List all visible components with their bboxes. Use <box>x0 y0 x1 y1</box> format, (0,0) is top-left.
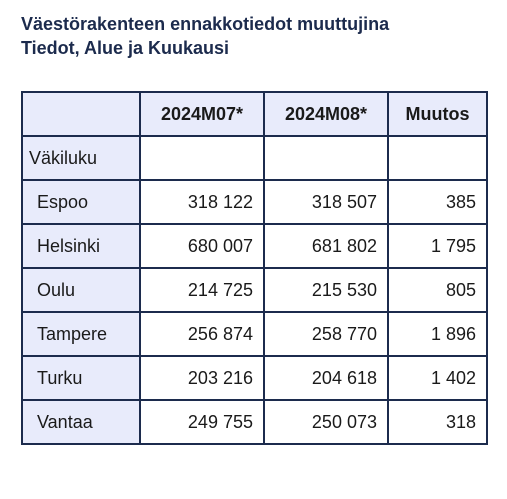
header-2024m07: 2024M07* <box>139 91 265 137</box>
cell-2024m07: 318 122 <box>139 179 265 225</box>
cell-muutos: 805 <box>387 267 488 313</box>
table-row: Turku 203 216 204 618 1 402 <box>21 355 488 401</box>
row-label: Espoo <box>21 179 141 225</box>
title-line-1: Väestörakenteen ennakkotiedot muuttujina <box>21 14 390 34</box>
cell-2024m08: 681 802 <box>263 223 389 269</box>
cell-muutos: 1 896 <box>387 311 488 357</box>
cell-muutos: 385 <box>387 179 488 225</box>
cell-muutos: 318 <box>387 399 488 445</box>
cell-2024m08: 215 530 <box>263 267 389 313</box>
empty-cell <box>263 135 389 181</box>
row-label: Turku <box>21 355 141 401</box>
table-row: Helsinki 680 007 681 802 1 795 <box>21 223 488 269</box>
group-label-vakiluku: Väkiluku <box>21 135 141 181</box>
cell-2024m07: 256 874 <box>139 311 265 357</box>
row-label: Vantaa <box>21 399 141 445</box>
cell-muutos: 1 402 <box>387 355 488 401</box>
header-row: 2024M07* 2024M08* Muutos <box>21 91 488 137</box>
table-row: Espoo 318 122 318 507 385 <box>21 179 488 225</box>
header-corner <box>21 91 141 137</box>
header-2024m08: 2024M08* <box>263 91 389 137</box>
cell-2024m08: 250 073 <box>263 399 389 445</box>
cell-muutos: 1 795 <box>387 223 488 269</box>
cell-2024m07: 203 216 <box>139 355 265 401</box>
cell-2024m07: 214 725 <box>139 267 265 313</box>
population-table: 2024M07* 2024M08* Muutos Väkiluku Espoo … <box>21 91 488 445</box>
header-muutos: Muutos <box>387 91 488 137</box>
group-row: Väkiluku <box>21 135 488 181</box>
table-row: Vantaa 249 755 250 073 318 <box>21 399 488 445</box>
cell-2024m07: 249 755 <box>139 399 265 445</box>
table-row: Oulu 214 725 215 530 805 <box>21 267 488 313</box>
row-label: Tampere <box>21 311 141 357</box>
cell-2024m08: 258 770 <box>263 311 389 357</box>
row-label: Helsinki <box>21 223 141 269</box>
row-label: Oulu <box>21 267 141 313</box>
table-title: Väestörakenteen ennakkotiedot muuttujina… <box>21 12 491 60</box>
cell-2024m08: 204 618 <box>263 355 389 401</box>
cell-2024m07: 680 007 <box>139 223 265 269</box>
title-line-2: Tiedot, Alue ja Kuukausi <box>21 38 230 58</box>
empty-cell <box>387 135 488 181</box>
cell-2024m08: 318 507 <box>263 179 389 225</box>
table-row: Tampere 256 874 258 770 1 896 <box>21 311 488 357</box>
empty-cell <box>139 135 265 181</box>
